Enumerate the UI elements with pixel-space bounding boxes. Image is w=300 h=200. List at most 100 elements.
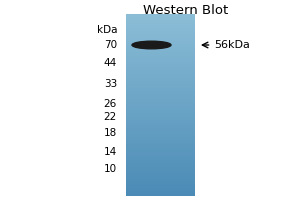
- Bar: [126, 129, 195, 131]
- Bar: [126, 167, 195, 169]
- Bar: [126, 76, 195, 78]
- Bar: [126, 81, 195, 82]
- Bar: [126, 163, 195, 164]
- Text: 56kDa: 56kDa: [214, 40, 250, 50]
- Bar: [126, 122, 195, 123]
- Bar: [126, 14, 195, 16]
- Bar: [126, 88, 195, 90]
- Bar: [126, 166, 195, 167]
- Bar: [126, 157, 195, 158]
- Bar: [126, 150, 195, 152]
- Bar: [126, 143, 195, 144]
- Text: 26: 26: [104, 99, 117, 109]
- Bar: [126, 58, 195, 60]
- Bar: [126, 185, 195, 187]
- Bar: [126, 114, 195, 116]
- Bar: [126, 37, 195, 38]
- Bar: [126, 22, 195, 23]
- Ellipse shape: [132, 41, 171, 49]
- Text: 22: 22: [104, 112, 117, 122]
- Bar: [126, 90, 195, 91]
- Bar: [126, 170, 195, 172]
- Bar: [126, 111, 195, 113]
- Bar: [126, 169, 195, 170]
- Bar: [126, 79, 195, 81]
- Bar: [126, 128, 195, 129]
- Bar: [126, 41, 195, 43]
- Bar: [126, 178, 195, 179]
- Bar: [126, 26, 195, 28]
- Bar: [126, 75, 195, 76]
- Bar: [126, 113, 195, 114]
- Bar: [126, 108, 195, 110]
- Bar: [126, 102, 195, 103]
- Bar: [126, 161, 195, 163]
- Bar: [126, 70, 195, 72]
- Bar: [126, 53, 195, 55]
- Bar: [126, 25, 195, 26]
- Bar: [126, 47, 195, 49]
- Bar: [126, 103, 195, 105]
- Bar: [126, 110, 195, 111]
- Bar: [126, 49, 195, 50]
- Bar: [126, 85, 195, 87]
- Bar: [126, 158, 195, 160]
- Bar: [126, 147, 195, 149]
- Bar: [126, 60, 195, 61]
- Bar: [126, 69, 195, 70]
- Bar: [126, 96, 195, 97]
- Bar: [126, 46, 195, 47]
- Bar: [126, 187, 195, 188]
- Bar: [126, 43, 195, 44]
- Bar: [126, 78, 195, 79]
- Bar: [126, 190, 195, 191]
- Bar: [126, 116, 195, 117]
- Bar: [126, 120, 195, 122]
- Bar: [126, 182, 195, 184]
- Bar: [126, 152, 195, 154]
- Bar: [126, 35, 195, 37]
- Bar: [126, 55, 195, 56]
- Bar: [126, 17, 195, 19]
- Text: kDa: kDa: [97, 25, 117, 35]
- Bar: [126, 154, 195, 155]
- Bar: [126, 117, 195, 119]
- Bar: [126, 87, 195, 88]
- Bar: [126, 64, 195, 66]
- Bar: [126, 52, 195, 53]
- Bar: [126, 138, 195, 140]
- Bar: [126, 155, 195, 157]
- Bar: [126, 107, 195, 108]
- Bar: [126, 66, 195, 67]
- Bar: [126, 20, 195, 22]
- Bar: [126, 194, 195, 196]
- Bar: [126, 179, 195, 181]
- Bar: [126, 184, 195, 185]
- Bar: [126, 125, 195, 126]
- Bar: [126, 141, 195, 143]
- Text: 14: 14: [104, 147, 117, 157]
- Bar: [126, 176, 195, 178]
- Bar: [126, 72, 195, 73]
- Bar: [126, 61, 195, 63]
- Bar: [126, 31, 195, 32]
- Bar: [126, 164, 195, 166]
- Bar: [126, 67, 195, 69]
- Bar: [126, 131, 195, 132]
- Bar: [126, 140, 195, 141]
- Bar: [126, 119, 195, 120]
- Bar: [126, 56, 195, 58]
- Bar: [126, 82, 195, 84]
- Bar: [126, 99, 195, 100]
- Bar: [126, 123, 195, 125]
- Bar: [126, 23, 195, 25]
- Bar: [126, 146, 195, 147]
- Bar: [126, 97, 195, 99]
- Text: 18: 18: [104, 128, 117, 138]
- Bar: [126, 126, 195, 128]
- Bar: [126, 29, 195, 31]
- Bar: [126, 50, 195, 52]
- Bar: [126, 149, 195, 150]
- Bar: [126, 94, 195, 96]
- Text: 44: 44: [104, 58, 117, 68]
